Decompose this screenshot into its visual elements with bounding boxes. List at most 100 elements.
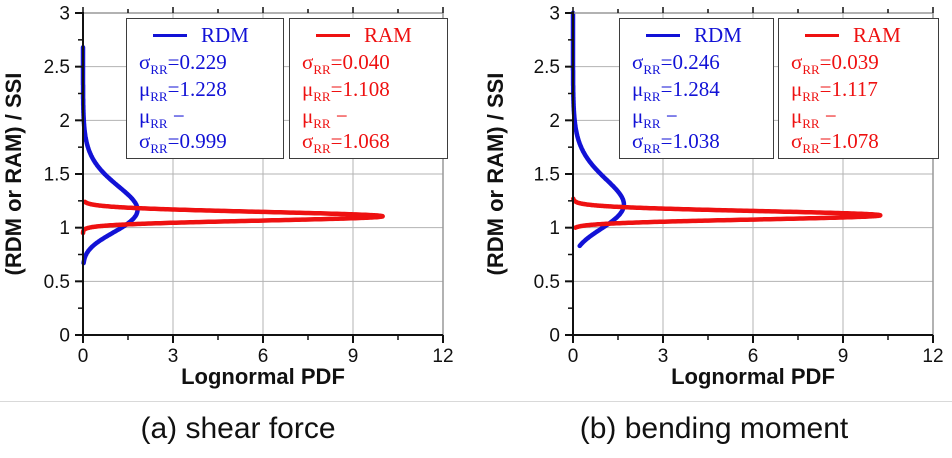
- subscript: RR: [643, 116, 661, 131]
- x-tick-label: 6: [748, 346, 759, 367]
- stat-text: μ: [632, 104, 644, 128]
- legend-series-name: RDM: [201, 23, 249, 47]
- legend-stat-mu: μRR=1.284: [632, 77, 763, 104]
- subscript: RR: [643, 89, 661, 104]
- legend-rdm: RDM σRR=0.229 μRR=1.228 μRR − σRR=0.999: [126, 18, 284, 159]
- x-tick-label: 9: [838, 346, 849, 367]
- legend-series-name: RAM: [364, 23, 412, 47]
- subscript: RR: [313, 116, 331, 131]
- caption-a: (a) shear force: [140, 412, 336, 445]
- stat-text: =0.999: [167, 129, 227, 153]
- stat-text: − σ: [632, 104, 678, 153]
- legend-series-name: RAM: [853, 23, 901, 47]
- x-tick-label: 6: [258, 346, 269, 367]
- subscript: RR: [150, 141, 168, 156]
- subscript: RR: [150, 116, 168, 131]
- subscript: RR: [643, 141, 661, 156]
- x-tick-label: 12: [432, 346, 453, 367]
- x-tick-label: 12: [922, 346, 943, 367]
- divider-line: [0, 401, 952, 402]
- chart-shear-force: 0 3 6 9 12 0 0.5 1 1.5 2 2.5 3 (RDM or RAM) / SSI L…: [0, 0, 476, 400]
- stat-text: − σ: [302, 104, 348, 153]
- legend-title-row: RDM: [139, 23, 273, 48]
- stat-text: μ: [139, 77, 151, 101]
- y-tick-label: 2.5: [534, 57, 560, 78]
- x-tick-label: 0: [78, 346, 89, 367]
- subscript: RR: [802, 89, 820, 104]
- y-tick-label: 1: [549, 218, 560, 239]
- subscript: RR: [802, 141, 820, 156]
- plot-canvas-b: 0 3 6 9 12 0 0.5 1 1.5 2 2.5 3: [534, 4, 944, 368]
- stat-text: =0.040: [330, 50, 390, 74]
- stat-text: μ: [791, 104, 803, 128]
- ram-line-sample: [805, 34, 839, 37]
- x-tick-label: 3: [168, 346, 179, 367]
- ram-line-sample: [316, 34, 350, 37]
- x-tick-label: 0: [568, 346, 579, 367]
- legend-ram: RAM σRR=0.039 μRR=1.117 μRR − σRR=1.078: [778, 18, 939, 159]
- stat-text: =1.284: [660, 77, 720, 101]
- y-tick-label: 2: [59, 111, 70, 132]
- y-tick-label: 3: [549, 4, 560, 25]
- stat-text: − σ: [791, 104, 837, 153]
- y-axis-label: (RDM or RAM) / SSI: [1, 72, 26, 276]
- stat-text: μ: [139, 104, 151, 128]
- subscript: RR: [313, 141, 331, 156]
- rdm-curve: [570, 10, 627, 249]
- legend-stat-mu-minus-sigma: μRR − σRR=1.038: [632, 104, 763, 156]
- stat-text: σ: [632, 50, 644, 74]
- x-tick-label: 3: [658, 346, 669, 367]
- stat-text: =1.038: [660, 129, 720, 153]
- legend-stat-sigma: σRR=0.039: [791, 50, 928, 77]
- y-tick-label: 2: [549, 111, 560, 132]
- legend-stat-sigma: σRR=0.229: [139, 50, 273, 77]
- ram-curve: [80, 199, 385, 236]
- stat-text: μ: [791, 77, 803, 101]
- stat-text: =1.228: [167, 77, 227, 101]
- ram-curve: [571, 196, 883, 230]
- legend-title-row: RDM: [632, 23, 763, 48]
- x-axis-label: Lognormal PDF: [671, 364, 835, 389]
- stat-text: σ: [302, 50, 314, 74]
- stat-text: =1.068: [330, 129, 390, 153]
- legend-stat-mu-minus-sigma: μRR − σRR=0.999: [139, 104, 273, 156]
- stat-text: =0.246: [660, 50, 720, 74]
- y-tick-label: 3: [59, 4, 70, 25]
- legend-stat-mu: μRR=1.228: [139, 77, 273, 104]
- legend-stat-mu: μRR=1.117: [791, 77, 928, 104]
- legend-title-row: RAM: [791, 23, 928, 48]
- stat-text: σ: [791, 50, 803, 74]
- subscript: RR: [802, 62, 820, 77]
- y-tick-label: 2.5: [44, 57, 70, 78]
- subscript: RR: [313, 62, 331, 77]
- stat-text: − σ: [139, 104, 185, 153]
- subscript: RR: [313, 89, 331, 104]
- stat-text: =1.078: [819, 129, 879, 153]
- legend-stat-sigma: σRR=0.040: [302, 50, 437, 77]
- x-tick-label: 9: [348, 346, 359, 367]
- y-axis-label: (RDM or RAM) / SSI: [483, 72, 508, 276]
- stat-text: μ: [302, 77, 314, 101]
- rdm-line-sample: [153, 34, 187, 37]
- legend-series-name: RDM: [694, 23, 742, 47]
- y-tick-label: 0.5: [44, 272, 70, 293]
- stat-text: σ: [139, 50, 151, 74]
- legend-title-row: RAM: [302, 23, 437, 48]
- stat-text: μ: [632, 77, 644, 101]
- legend-ram: RAM σRR=0.040 μRR=1.108 μRR − σRR=1.068: [289, 18, 448, 159]
- rdm-line-sample: [646, 34, 680, 37]
- chart-bending-moment: 0 3 6 9 12 0 0.5 1 1.5 2 2.5 3 (RDM or RAM) / SSI L…: [476, 0, 952, 400]
- subscript: RR: [802, 116, 820, 131]
- x-axis-label: Lognormal PDF: [181, 364, 345, 389]
- stat-text: =0.229: [167, 50, 227, 74]
- y-tick-label: 0.5: [534, 272, 560, 293]
- y-tick-label: 1.5: [534, 165, 560, 186]
- subscript: RR: [150, 62, 168, 77]
- legend-stat-mu-minus-sigma: μRR − σRR=1.068: [302, 104, 437, 156]
- caption-b: (b) bending moment: [579, 412, 849, 445]
- legend-stat-mu: μRR=1.108: [302, 77, 437, 104]
- stat-text: =1.117: [819, 77, 878, 101]
- y-tick-label: 1: [59, 218, 70, 239]
- stat-text: =1.108: [330, 77, 390, 101]
